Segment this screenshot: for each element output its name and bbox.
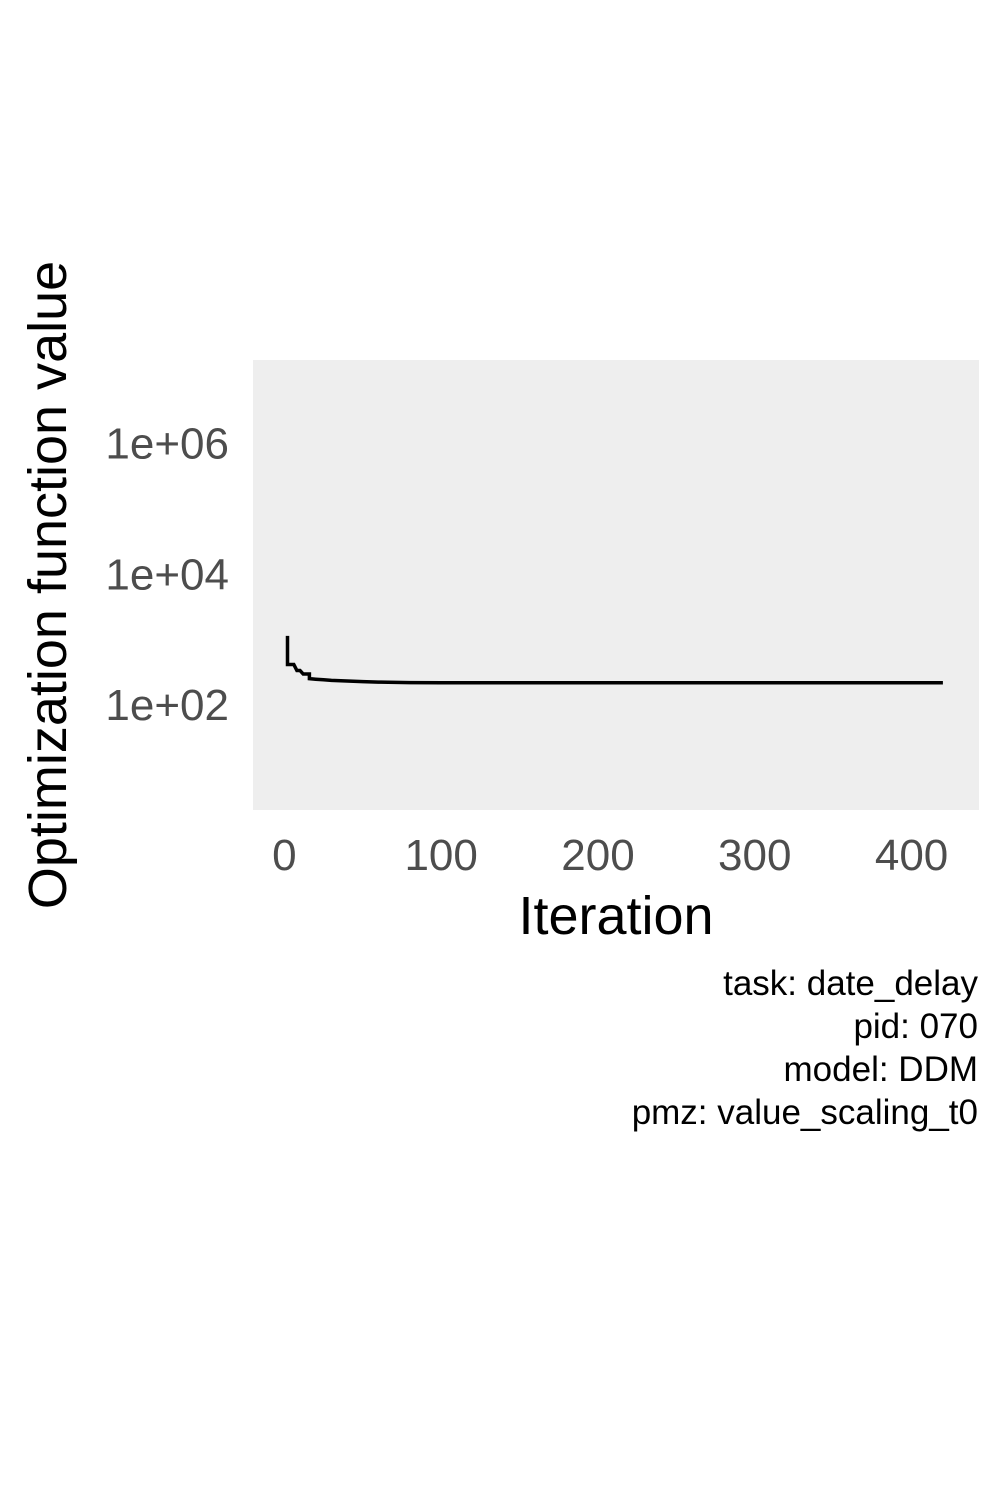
x-axis-title: Iteration [518,886,713,946]
caption-model: model: DDM [783,1050,978,1089]
caption-task: task: date_delay [723,964,978,1003]
plot-caption: task: date_delay pid: 070 model: DDM pmz… [632,962,978,1134]
x-tick-label: 400 [875,831,948,880]
x-tick-label: 100 [404,831,477,880]
y-axis-ticks: 1e+02 1e+04 1e+06 [105,420,229,731]
caption-pid: pid: 070 [853,1007,978,1046]
x-tick-label: 0 [272,831,296,880]
y-tick-label: 1e+04 [105,550,229,599]
plot-panel [253,360,979,810]
x-axis-ticks: 0 100 200 300 400 [272,831,948,880]
x-tick-label: 200 [561,831,634,880]
y-axis-title: Optimization function value [18,261,78,909]
y-tick-label: 1e+06 [105,420,229,469]
series-line [285,635,943,685]
y-tick-label: 1e+02 [105,681,229,730]
caption-pmz: pmz: value_scaling_t0 [631,1093,978,1132]
x-tick-label: 300 [718,831,791,880]
